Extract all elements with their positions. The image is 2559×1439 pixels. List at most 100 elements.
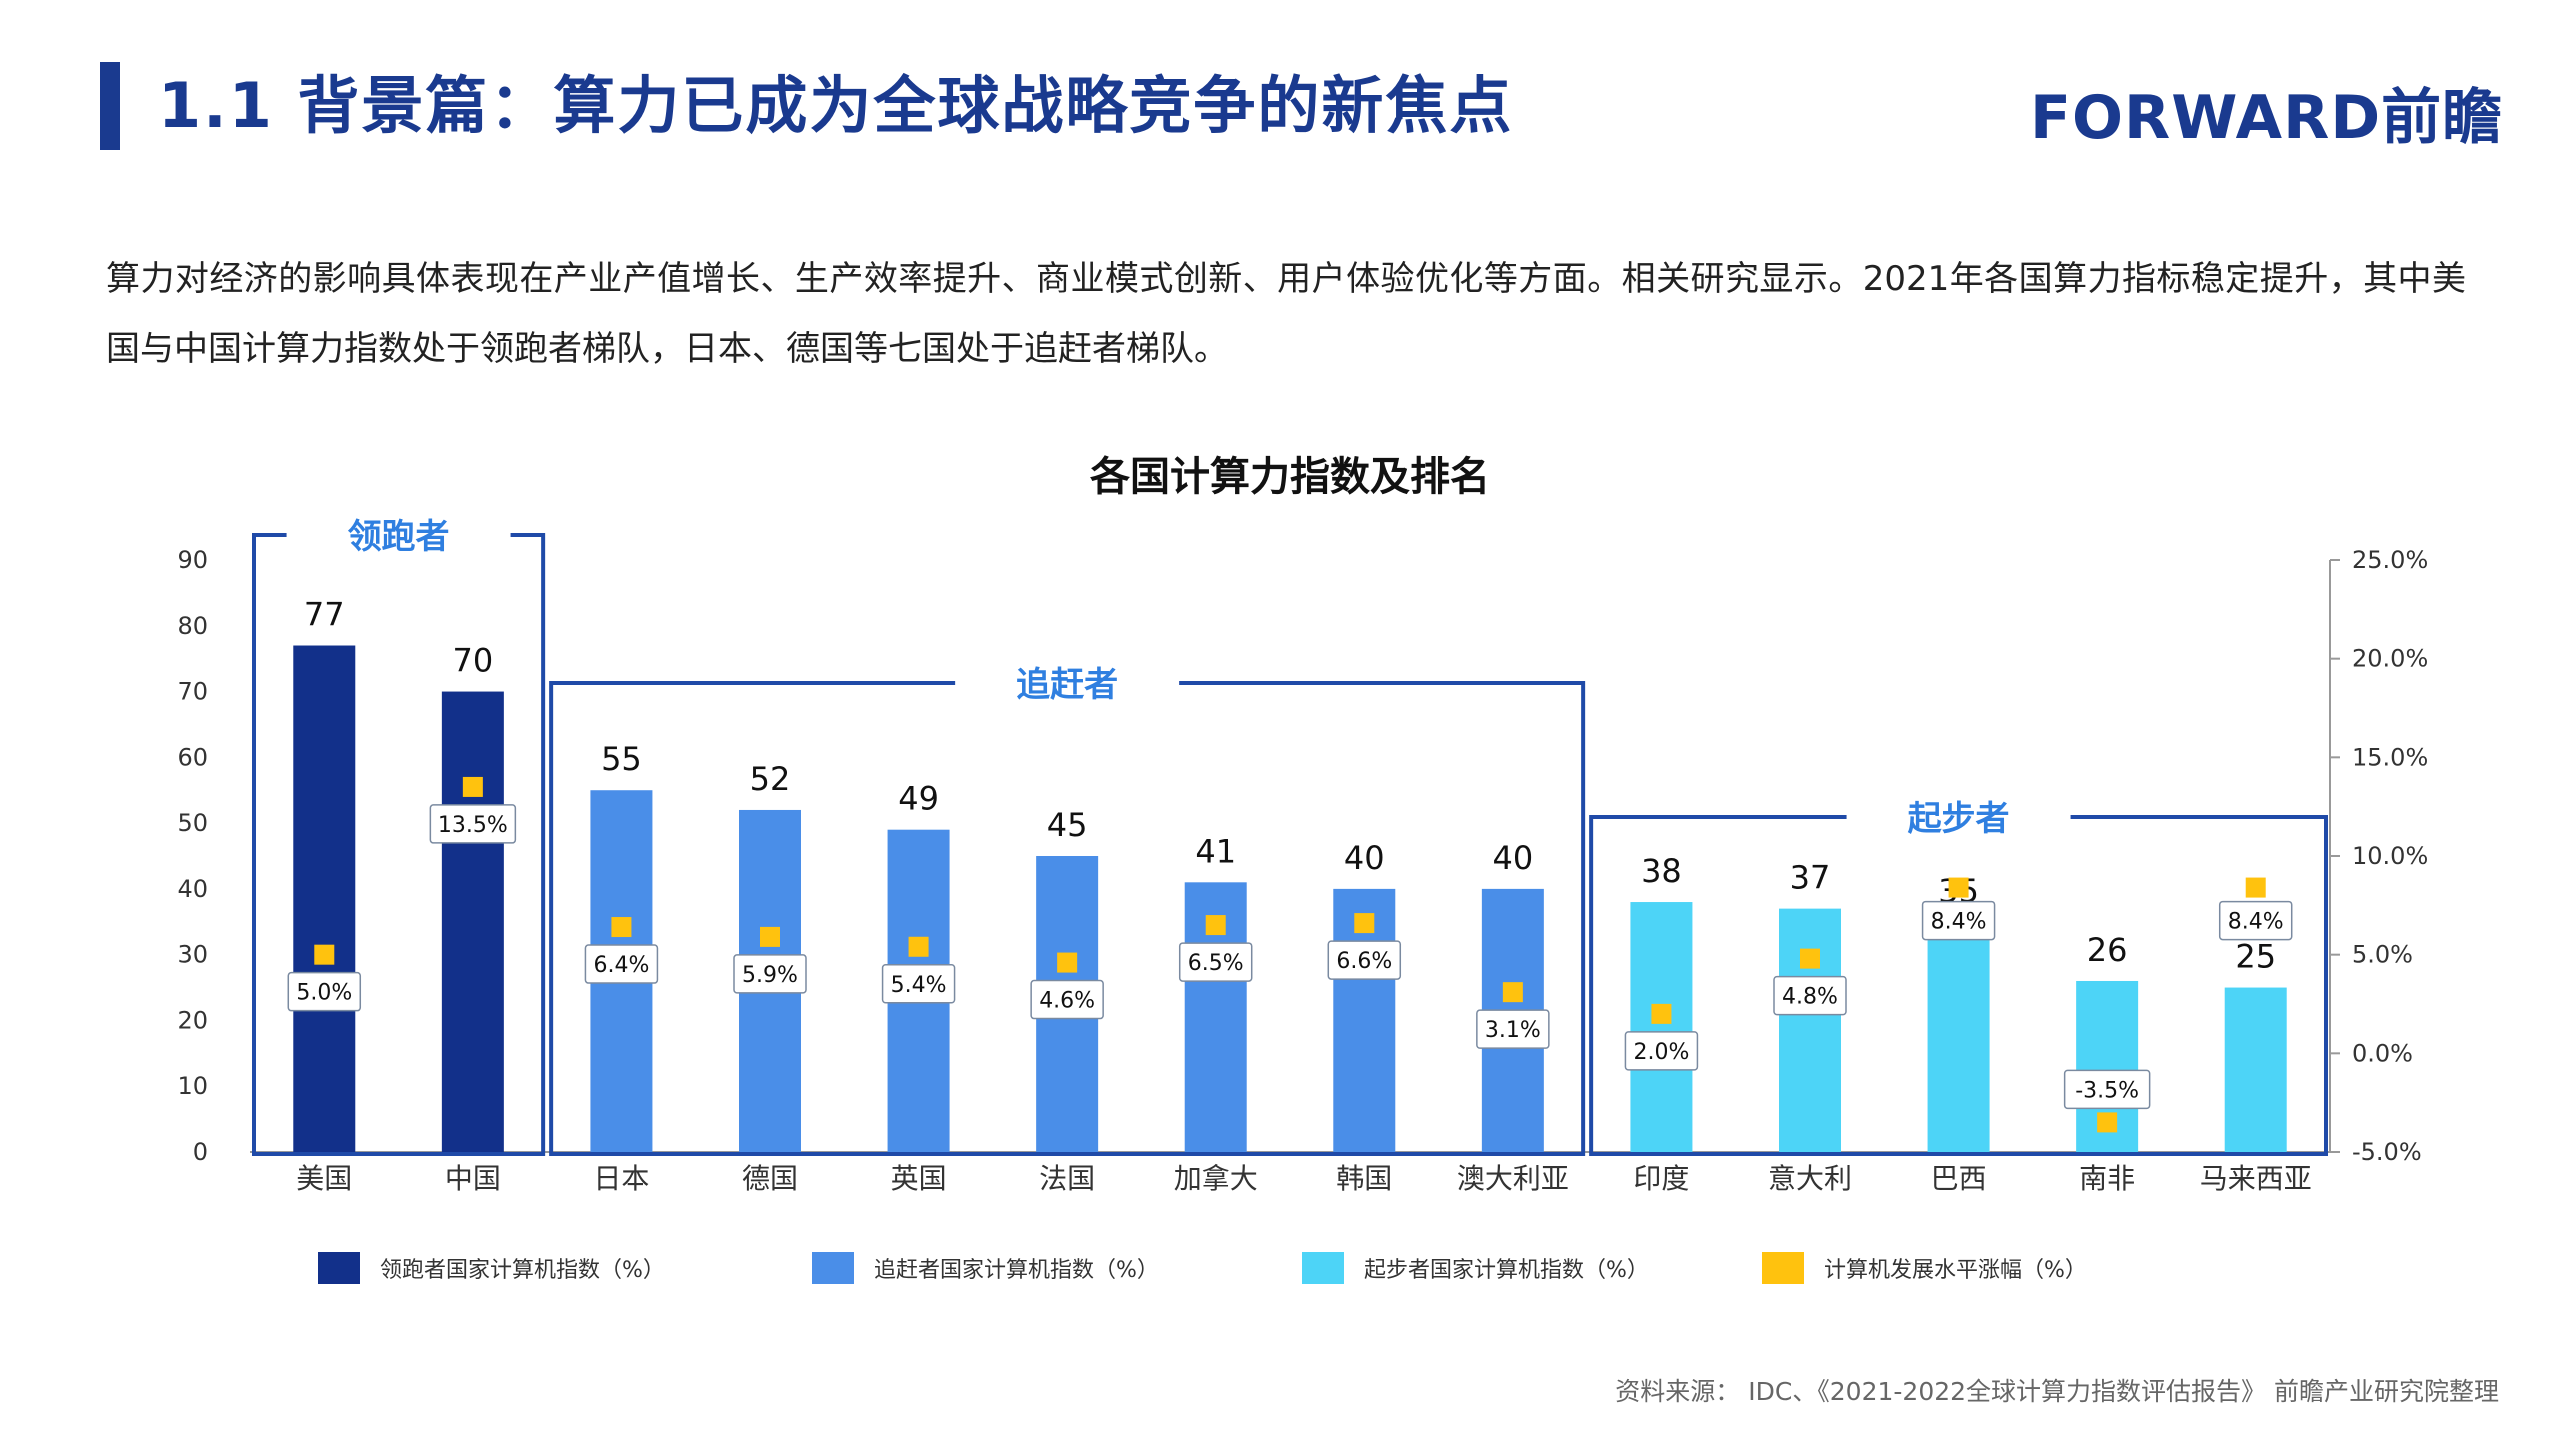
group-box-2 — [1589, 815, 2328, 1156]
y-right-tick-label: -5.0% — [2352, 1138, 2422, 1166]
intro-paragraph: 算力对经济的影响具体表现在产业产值增长、生产效率提升、商业模式创新、用户体验优化… — [106, 259, 2466, 369]
growth-label-box — [1624, 1031, 1699, 1071]
y-right-tick-label: 25.0% — [2352, 546, 2428, 574]
growth-marker — [1800, 948, 1820, 969]
x-category-label: 巴西 — [1931, 1162, 1987, 1195]
legend-swatch-chaser — [812, 1252, 854, 1284]
growth-label: 6.6% — [1336, 949, 1392, 974]
group-label: 起步者 — [1908, 799, 2010, 839]
legend-item-chaser: 追赶者国家计算机指数（%） — [812, 1250, 1159, 1286]
legend-item-starter: 起步者国家计算机指数（%） — [1302, 1250, 1649, 1286]
growth-marker — [1502, 982, 1523, 1003]
x-category-label: 英国 — [891, 1162, 947, 1195]
growth-label: 3.1% — [1485, 1018, 1541, 1043]
y-left-tick-label: 30 — [177, 941, 208, 969]
legend-label-chaser: 追赶者国家计算机指数（%） — [874, 1258, 1159, 1283]
legend-label-growth: 计算机发展水平涨幅（%） — [1824, 1258, 2087, 1283]
growth-label: 5.0% — [296, 981, 352, 1006]
source-footnote: 资料来源： IDC、《2021-2022全球计算力指数评估报告》 前瞻产业研究院… — [1615, 1377, 2499, 1406]
group-box-1 — [549, 681, 1586, 1156]
growth-label-box — [2218, 900, 2293, 941]
growth-marker — [1948, 877, 1969, 898]
bar-value-label: 25 — [2235, 938, 2276, 976]
bar-value-label: 40 — [1492, 839, 1533, 877]
bar-value-label: 41 — [1195, 832, 1236, 870]
growth-label: 2.0% — [1633, 1040, 1689, 1065]
growth-marker — [611, 917, 632, 938]
growth-marker — [314, 944, 335, 965]
y-right-tick-label: 0.0% — [2352, 1039, 2413, 1067]
bar-value-label: 49 — [898, 780, 939, 818]
growth-label-box — [2063, 1069, 2151, 1110]
y-right-tick-label: 20.0% — [2352, 645, 2428, 673]
y-left-tick-label: 20 — [177, 1006, 208, 1034]
growth-label: 8.4% — [1931, 910, 1987, 935]
bar — [1927, 921, 1990, 1152]
bar-value-label: 55 — [601, 740, 642, 778]
x-category-label: 日本 — [593, 1162, 649, 1195]
bar-value-label: 52 — [750, 760, 791, 798]
growth-label-box — [584, 944, 659, 984]
growth-label: 5.9% — [742, 963, 798, 988]
x-category-label: 南非 — [2079, 1162, 2135, 1195]
group-box-0 — [252, 533, 546, 1156]
legend-item-leader: 领跑者国家计算机指数（%） — [318, 1250, 665, 1286]
x-category-label: 韩国 — [1336, 1162, 1392, 1195]
growth-marker — [1205, 915, 1226, 936]
bar — [1630, 902, 1693, 1152]
x-category-label: 中国 — [445, 1162, 501, 1195]
growth-label-box — [881, 964, 956, 1004]
growth-marker — [1057, 952, 1078, 973]
legend-swatch-growth — [1762, 1252, 1804, 1284]
bar-value-label: 37 — [1790, 859, 1831, 897]
growth-label: 4.6% — [1039, 989, 1095, 1014]
y-left-tick-label: 0 — [193, 1138, 208, 1166]
bar — [1779, 908, 1841, 1152]
bar — [2224, 987, 2287, 1152]
y-right-tick-label: 15.0% — [2352, 743, 2428, 771]
growth-marker — [2097, 1112, 2118, 1133]
growth-label: 13.5% — [438, 813, 508, 838]
y-left-tick-label: 70 — [177, 678, 208, 706]
bar — [441, 691, 504, 1152]
growth-label-box — [1178, 942, 1253, 982]
growth-marker — [2245, 877, 2266, 898]
y-left-tick-label: 60 — [177, 743, 208, 771]
growth-label-box — [287, 971, 362, 1012]
legend-label-leader: 领跑者国家计算机指数（%） — [380, 1258, 665, 1283]
x-category-label: 意大利 — [1768, 1162, 1852, 1195]
y-right-tick-label: 10.0% — [2352, 842, 2428, 870]
legend-swatch-leader — [318, 1252, 360, 1284]
growth-label-box — [429, 804, 517, 844]
bar-value-label: 77 — [304, 596, 345, 634]
growth-label: 5.4% — [891, 973, 947, 998]
y-left-tick-label: 40 — [177, 875, 208, 903]
growth-label-box — [1476, 1009, 1550, 1049]
bar-value-label: 38 — [1641, 852, 1682, 890]
growth-marker — [1354, 913, 1375, 934]
growth-label-box — [1030, 979, 1104, 1020]
group-label: 领跑者 — [348, 517, 450, 557]
x-category-label: 美国 — [296, 1162, 352, 1195]
x-category-label: 德国 — [742, 1162, 798, 1195]
growth-label-box — [1773, 975, 1847, 1016]
group-label: 追赶者 — [1016, 665, 1118, 705]
growth-marker — [1651, 1003, 1672, 1024]
growth-marker — [908, 936, 929, 957]
legend-swatch-starter — [1302, 1252, 1344, 1284]
logo-text: FORWARD前瞻 — [2030, 82, 2504, 153]
y-left-tick-label: 80 — [177, 612, 208, 640]
x-category-label: 印度 — [1633, 1162, 1689, 1195]
growth-label: 6.5% — [1188, 951, 1244, 976]
growth-label: 6.4% — [593, 953, 649, 978]
bar-value-label: 40 — [1344, 839, 1385, 877]
y-left-tick-label: 90 — [177, 546, 208, 574]
chart-title: 各国计算力指数及排名 — [1090, 454, 1490, 500]
x-category-label: 加拿大 — [1174, 1162, 1258, 1195]
growth-label: -3.5% — [2075, 1078, 2139, 1103]
growth-label-box — [733, 954, 807, 994]
x-category-label: 法国 — [1039, 1162, 1095, 1195]
growth-label: 4.8% — [1782, 985, 1838, 1010]
legend-label-starter: 起步者国家计算机指数（%） — [1364, 1258, 1649, 1283]
